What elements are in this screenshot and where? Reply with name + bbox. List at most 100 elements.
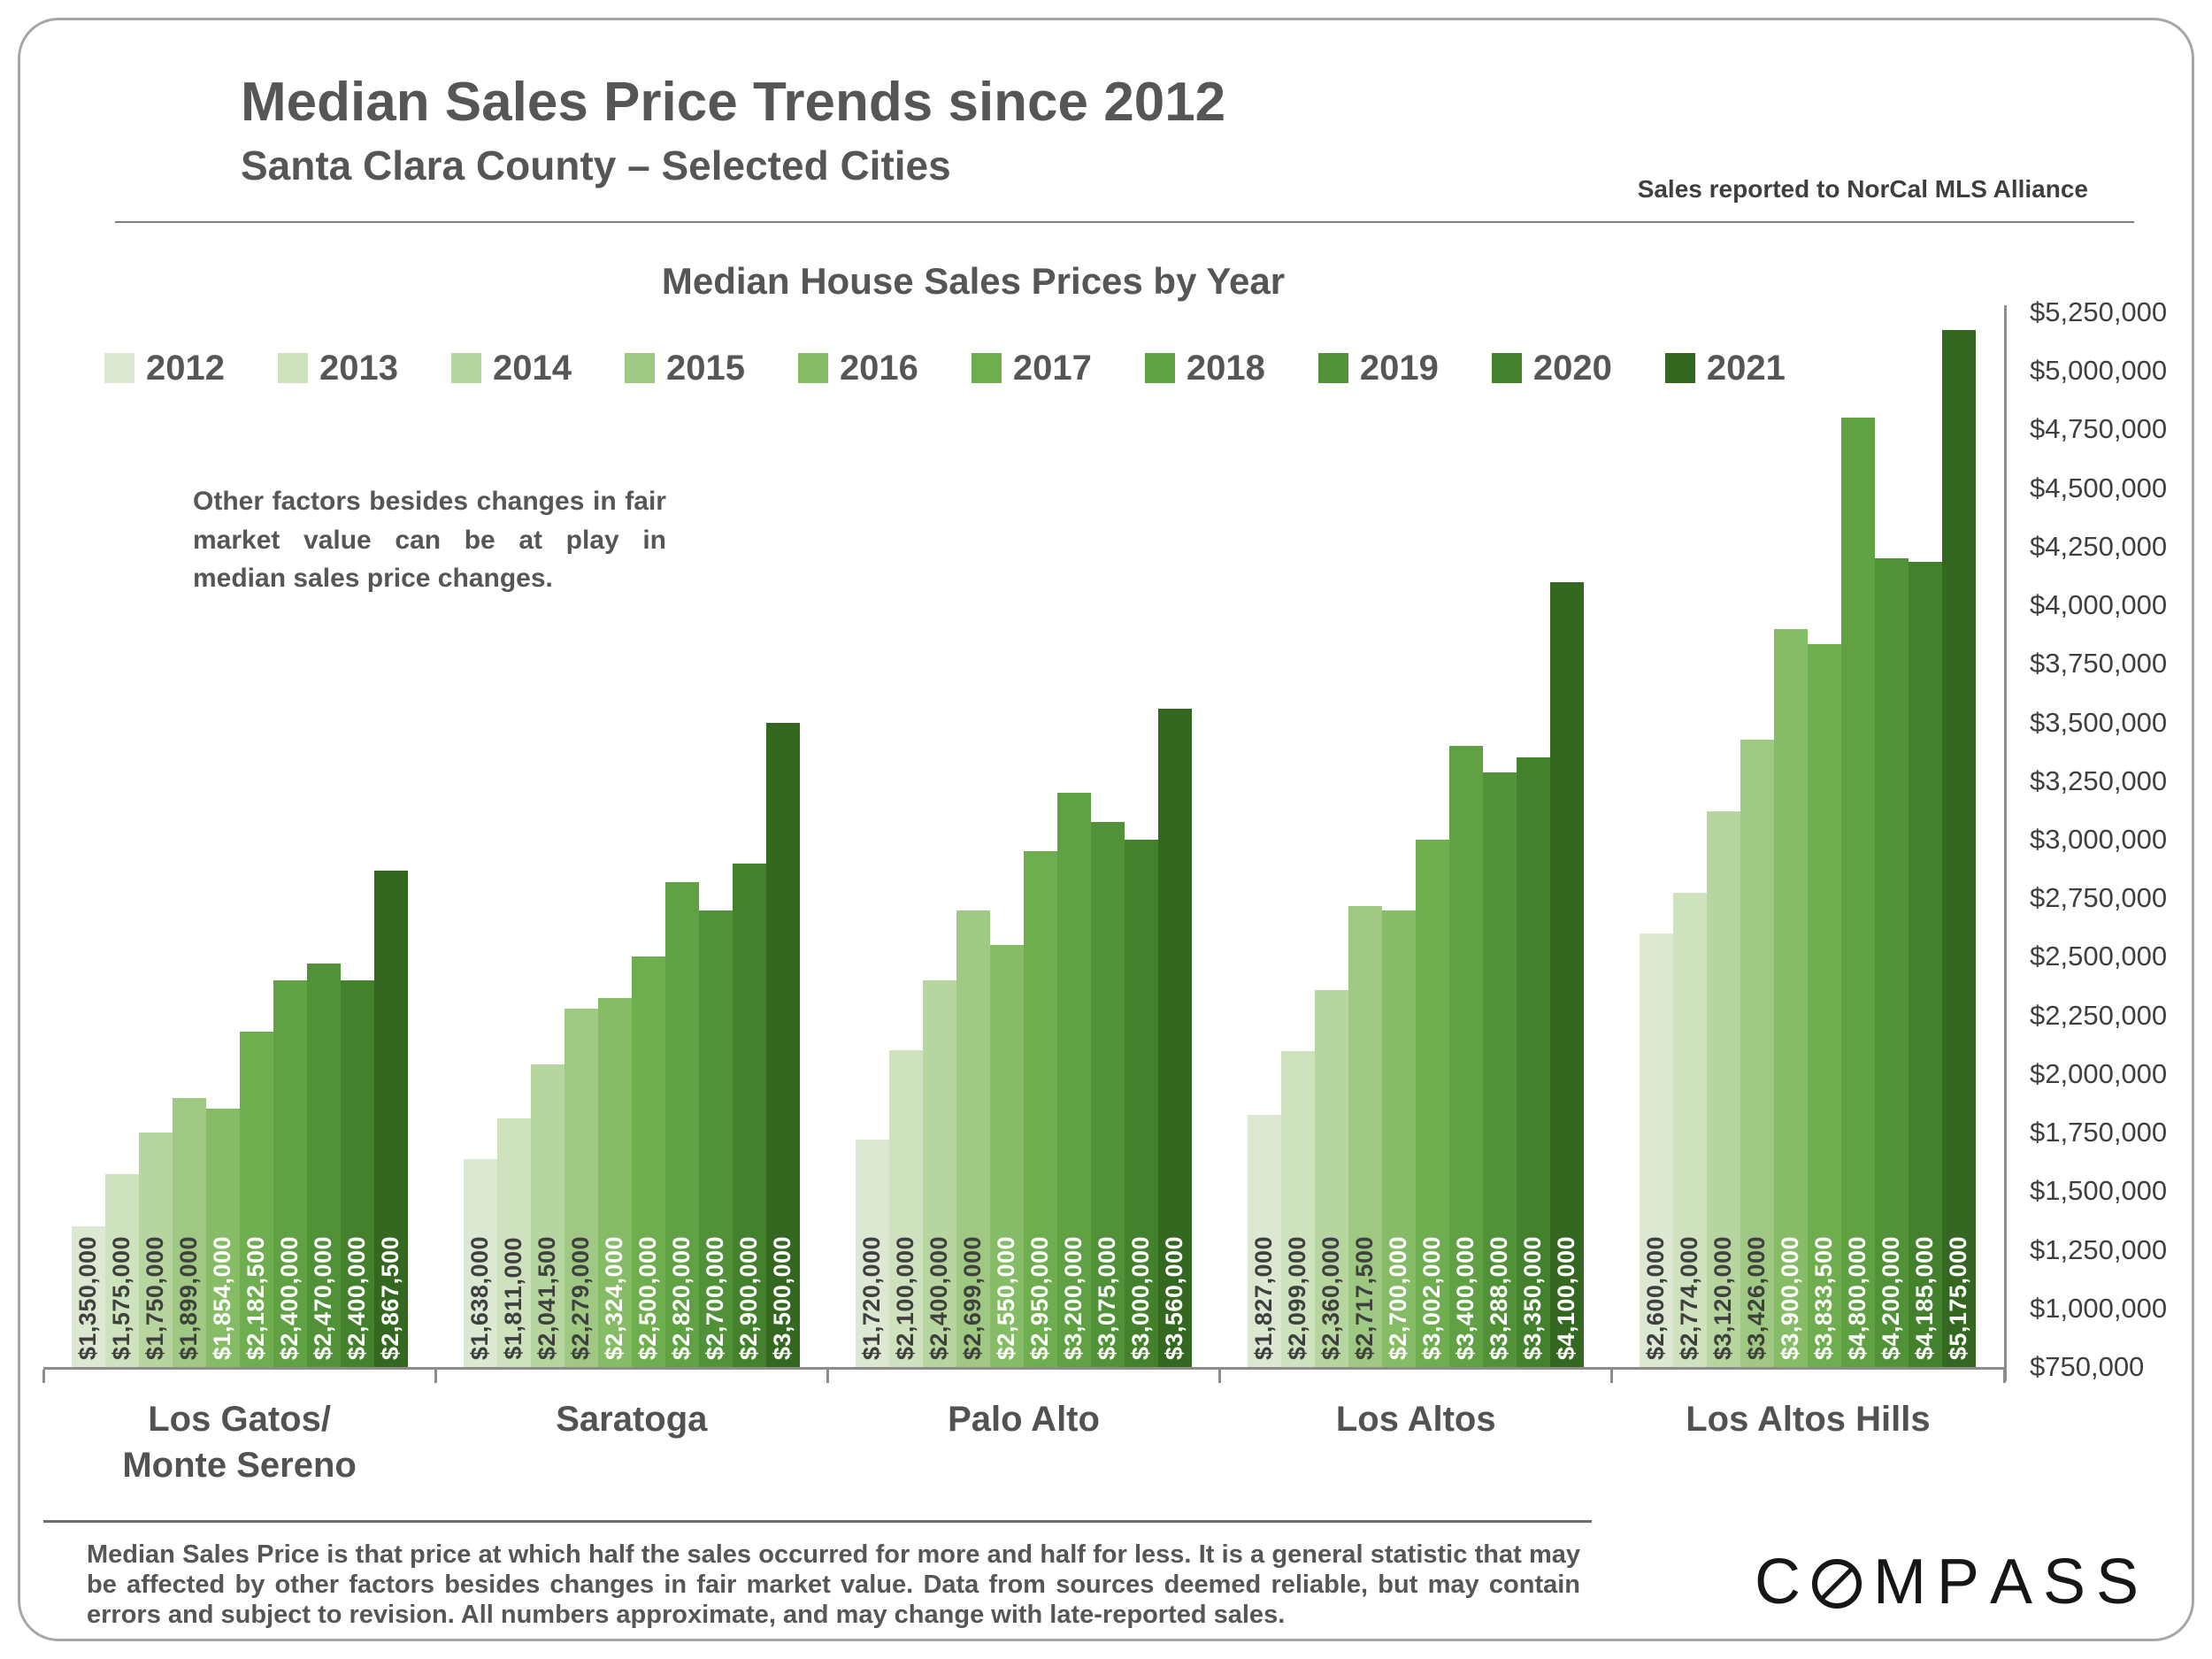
bar-2014: $2,360,000 bbox=[1315, 989, 1349, 1367]
bar-2018: $2,400,000 bbox=[273, 979, 307, 1367]
legend-swatch-2017 bbox=[971, 353, 1002, 383]
bar-2015: $2,699,000 bbox=[956, 910, 990, 1367]
bar-2012: $2,600,000 bbox=[1640, 933, 1674, 1367]
bar-value-label: $1,638,000 bbox=[465, 1235, 493, 1360]
bar-value-label: $4,200,000 bbox=[1878, 1235, 1905, 1360]
legend-swatch-2019 bbox=[1317, 353, 1348, 383]
compass-logo-letter: S bbox=[2096, 1547, 2139, 1617]
bar-2021: $3,560,000 bbox=[1158, 708, 1192, 1367]
bar-value-label: $2,700,000 bbox=[1385, 1235, 1412, 1360]
bar-group-2: $1,638,000 $1,811,000 $2,041,500 $2,279,000… bbox=[435, 312, 827, 1367]
bar-2021: $4,100,000 bbox=[1550, 581, 1585, 1367]
legend-item-2020: 2020 bbox=[1491, 349, 1612, 388]
bar-2017: $2,500,000 bbox=[631, 956, 665, 1367]
bar-2017: $2,950,000 bbox=[1024, 851, 1057, 1367]
bar-2012: $1,720,000 bbox=[856, 1140, 889, 1367]
source-note: Sales reported to NorCal MLS Alliance bbox=[1637, 175, 2088, 203]
x-axis-tick bbox=[42, 1370, 45, 1383]
compass-o-icon bbox=[1811, 1559, 1862, 1609]
legend-item-2018: 2018 bbox=[1144, 350, 1265, 386]
y-axis-tick-label: $3,750,000 bbox=[2030, 648, 2168, 680]
y-axis-tick-label: $1,250,000 bbox=[2030, 1233, 2168, 1265]
y-axis-tick-label: $2,500,000 bbox=[2030, 941, 2168, 972]
legend-item-2021: 2021 bbox=[1664, 349, 1786, 388]
bar-2018: $2,820,000 bbox=[664, 881, 699, 1367]
bar-2016: $1,854,000 bbox=[205, 1108, 240, 1367]
bar-value-label: $1,854,000 bbox=[208, 1235, 235, 1360]
bar-value-label: $2,500,000 bbox=[634, 1235, 661, 1360]
bar-2020: $3,350,000 bbox=[1517, 757, 1551, 1367]
bar-value-label: $2,182,500 bbox=[242, 1235, 269, 1360]
compass-logo-letter: S bbox=[2042, 1547, 2086, 1617]
bar-value-label: $3,426,000 bbox=[1743, 1235, 1770, 1360]
legend-swatch-2014 bbox=[450, 353, 481, 383]
legend-year-label: 2013 bbox=[319, 349, 398, 388]
y-axis-tick-label: $4,500,000 bbox=[2030, 472, 2168, 503]
bar-value-label: $2,900,000 bbox=[734, 1235, 762, 1360]
chart-annotation: Other factors besides changes in fair ma… bbox=[193, 487, 666, 593]
bar-value-label: $1,350,000 bbox=[73, 1235, 101, 1360]
bar-2019: $3,075,000 bbox=[1091, 822, 1125, 1367]
bar-2016: $2,324,000 bbox=[597, 998, 632, 1367]
bar-2021: $5,175,000 bbox=[1942, 329, 1977, 1367]
y-axis-tick-label: $3,500,000 bbox=[2030, 706, 2168, 738]
bar-value-label: $3,120,000 bbox=[1709, 1235, 1737, 1360]
bar-value-label: $2,279,000 bbox=[566, 1235, 594, 1360]
bar-2016: $3,900,000 bbox=[1774, 628, 1809, 1367]
bar-value-label: $3,000,000 bbox=[1127, 1235, 1155, 1360]
legend-swatch-2013 bbox=[277, 353, 308, 383]
category-label-4: Los Altos bbox=[1335, 1400, 1496, 1439]
legend-year-label: 2020 bbox=[1532, 349, 1612, 388]
bar-value-label: $2,400,000 bbox=[926, 1235, 953, 1360]
x-axis-tick bbox=[826, 1370, 829, 1383]
bar-value-label: $2,099,000 bbox=[1284, 1235, 1311, 1360]
bar-2015: $1,899,000 bbox=[172, 1097, 206, 1367]
bar-2013: $2,774,000 bbox=[1673, 892, 1708, 1367]
bar-value-label: $2,774,000 bbox=[1676, 1235, 1703, 1360]
bar-2017: $3,002,000 bbox=[1416, 839, 1450, 1367]
bar-value-label: $1,827,000 bbox=[1250, 1235, 1278, 1360]
y-axis-labels: $750,000 $1,000,000 $1,250,000 $1,500,000 $1… bbox=[2030, 296, 2212, 1382]
footer-divider bbox=[43, 1520, 1592, 1523]
legend-year-label: 2014 bbox=[492, 349, 572, 388]
category-label-1: Los Gatos/Monte Sereno bbox=[122, 1400, 357, 1485]
y-axis-tick-label: $5,250,000 bbox=[2030, 296, 2168, 327]
bar-group-1: $1,350,000 $1,575,000 $1,750,000 $1,899,000… bbox=[43, 312, 435, 1367]
bar-value-label: $1,575,000 bbox=[107, 1235, 134, 1360]
y-axis-tick-label: $2,250,000 bbox=[2030, 999, 2168, 1031]
bar-2012: $1,350,000 bbox=[71, 1226, 105, 1367]
compass-logo-letter: C bbox=[1754, 1547, 1801, 1617]
bar-value-label: $1,899,000 bbox=[174, 1235, 202, 1360]
legend-year-label: 2021 bbox=[1706, 349, 1786, 388]
bar-value-label: $2,470,000 bbox=[309, 1235, 336, 1360]
header-divider bbox=[115, 221, 2134, 223]
bar-value-label: $2,600,000 bbox=[1642, 1235, 1670, 1360]
bar-value-label: $2,717,500 bbox=[1351, 1235, 1379, 1360]
bar-2019: $2,700,000 bbox=[698, 910, 733, 1367]
category-label-5: Los Altos Hills bbox=[1686, 1400, 1931, 1439]
bar-value-label: $3,350,000 bbox=[1519, 1235, 1547, 1360]
legend-swatch-2020 bbox=[1491, 353, 1522, 383]
bar-group-4: $1,827,000 $2,099,000 $2,360,000 $2,717,500… bbox=[1220, 312, 1612, 1367]
bar-2014: $3,120,000 bbox=[1707, 811, 1741, 1367]
bar-value-label: $1,720,000 bbox=[858, 1235, 886, 1360]
bar-2017: $3,833,500 bbox=[1808, 644, 1842, 1367]
bar-value-label: $3,002,000 bbox=[1418, 1235, 1446, 1360]
legend-year-label: 2016 bbox=[839, 349, 918, 388]
bar-value-label: $2,324,000 bbox=[600, 1235, 627, 1360]
y-axis-tick-label: $1,750,000 bbox=[2030, 1117, 2168, 1148]
bar-2015: $2,279,000 bbox=[564, 1009, 598, 1367]
legend-year-label: 2015 bbox=[665, 349, 745, 388]
bar-value-label: $2,550,000 bbox=[993, 1235, 1020, 1360]
legend-swatch-2015 bbox=[624, 353, 655, 383]
bar-value-label: $3,833,500 bbox=[1810, 1235, 1838, 1360]
bar-value-label: $3,500,000 bbox=[768, 1235, 795, 1360]
x-axis-tick bbox=[1218, 1370, 1222, 1383]
bar-2013: $2,100,000 bbox=[889, 1050, 923, 1367]
legend-item-2012: 2012 bbox=[104, 350, 225, 386]
x-axis-tick bbox=[1610, 1370, 1614, 1383]
legend-year-label: 2012 bbox=[146, 349, 225, 388]
bar-2012: $1,827,000 bbox=[1248, 1114, 1282, 1367]
compass-logo-letter: P bbox=[1936, 1547, 1979, 1617]
